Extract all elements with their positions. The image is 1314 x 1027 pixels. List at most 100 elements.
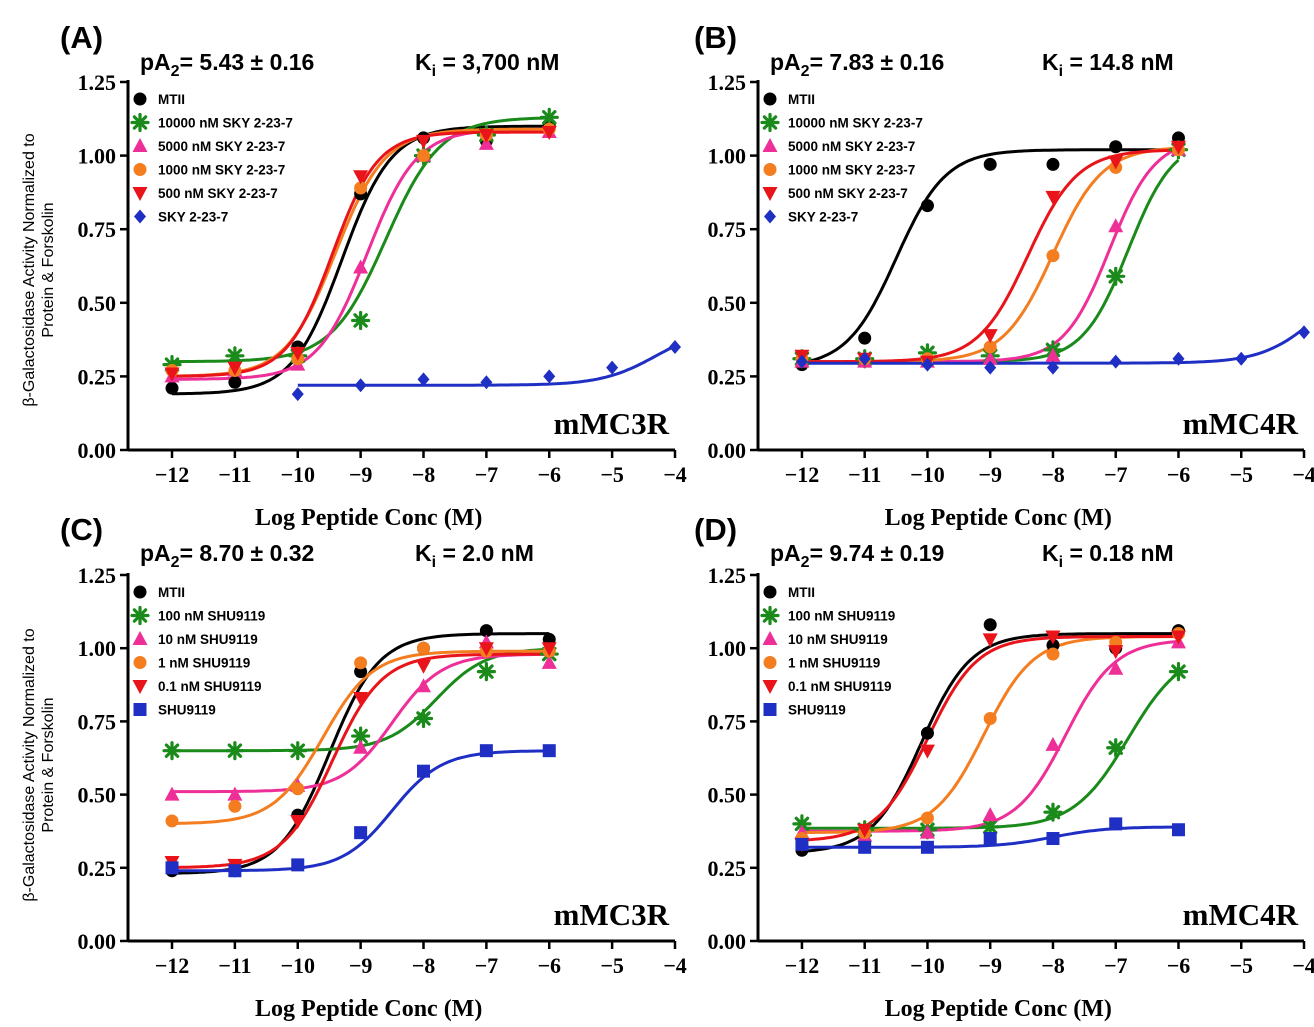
- x-tick-label: −11: [848, 462, 881, 487]
- data-point-stroke: [982, 819, 998, 835]
- legend-marker: [763, 92, 777, 106]
- receptor-label: mMC3R: [554, 897, 670, 932]
- data-point-stroke: [1108, 740, 1123, 756]
- data-point: [982, 329, 998, 344]
- legend-marker: [132, 631, 148, 645]
- y-tick-label: 0.00: [78, 438, 117, 463]
- legend-marker-stroke: [762, 608, 778, 623]
- legend-marker: [762, 187, 778, 201]
- y-tick-label: 0.75: [78, 709, 117, 734]
- data-point: [1106, 266, 1126, 286]
- x-tick-label: −7: [1104, 953, 1128, 978]
- legend-marker: [760, 605, 780, 626]
- data-point: [417, 641, 431, 655]
- data-point: [476, 662, 496, 682]
- y-tick-label: 0.25: [708, 364, 747, 389]
- x-tick-label: −6: [1167, 953, 1191, 978]
- chart-panel: (C) pA2= 8.70 ± 0.32 Ki = 2.0 nM 0.00 0.25 0.…: [60, 512, 687, 1022]
- data-point: [291, 782, 305, 796]
- data-point: [225, 346, 245, 366]
- x-tick-label: −12: [785, 953, 820, 978]
- data-point: [541, 654, 557, 669]
- y-axis-title-line1: β-Galactosidase Activity Normalized to: [21, 628, 38, 901]
- data-point: [227, 361, 243, 376]
- y-tick-label: 1.25: [78, 563, 117, 588]
- ki-number: = 2.0 nM: [436, 540, 534, 566]
- data-point: [228, 375, 242, 389]
- ki-value: Ki = 3,700 nM: [415, 49, 559, 80]
- receptor-label: mMC4R: [1183, 406, 1299, 441]
- legend-marker: [763, 585, 777, 599]
- data-point: [479, 624, 493, 638]
- x-tick-label: −8: [1041, 462, 1065, 487]
- data-point: [1168, 662, 1189, 682]
- data-point: [920, 726, 934, 740]
- data-point: [1045, 190, 1061, 205]
- pa2-label: pA: [770, 49, 801, 75]
- legend-marker: [763, 703, 777, 716]
- data-point: [1172, 351, 1185, 366]
- legend-entry: 1000 nM SKY 2-23-7: [158, 163, 285, 178]
- data-point: [541, 126, 557, 141]
- pa2-label: pA: [140, 540, 171, 566]
- data-point: [541, 642, 557, 657]
- data-point-stroke: [479, 664, 494, 679]
- legend-marker: [134, 209, 146, 224]
- pa2-value: pA2= 8.70 ± 0.32: [140, 540, 314, 571]
- y-tick-label: 1.25: [708, 70, 747, 95]
- legend-entry: 10 nM SHU9119: [788, 632, 888, 647]
- pa2-number: = 7.83 ± 0.16: [810, 49, 945, 75]
- data-point: [1298, 325, 1310, 340]
- x-tick-label: −8: [412, 462, 436, 487]
- x-tick-label: −11: [218, 462, 251, 487]
- legend-marker: [132, 187, 148, 201]
- legend-entry: SKY 2-23-7: [158, 210, 228, 225]
- data-point: [539, 107, 559, 127]
- legend-entry: 5000 nM SKY 2-23-7: [788, 139, 915, 154]
- data-point: [351, 726, 371, 746]
- x-tick-label: −7: [475, 462, 499, 487]
- pa2-subscript: 2: [801, 63, 810, 80]
- x-tick-label: −6: [537, 462, 561, 487]
- data-point: [1106, 738, 1126, 758]
- data-point: [1170, 140, 1186, 155]
- y-tick-label: 1.25: [78, 70, 117, 95]
- legend-entry: 0.1 nM SHU9119: [788, 679, 892, 694]
- x-tick-label: −7: [1104, 462, 1128, 487]
- x-tick-label: −4: [663, 953, 687, 978]
- x-axis-title: Log Peptide Conc (M): [885, 996, 1112, 1022]
- legend-marker: [132, 138, 148, 152]
- data-point: [921, 357, 934, 372]
- y-tick-label: 0.00: [78, 929, 117, 954]
- data-point: [413, 708, 434, 729]
- data-point-stroke: [541, 110, 557, 125]
- y-tick-label: 0.25: [78, 364, 117, 389]
- legend-entry: MTII: [788, 92, 815, 107]
- data-point: [920, 199, 934, 213]
- pa2-value: pA2= 9.74 ± 0.19: [770, 540, 944, 571]
- x-tick-label: −9: [978, 462, 1002, 487]
- data-point: [1045, 736, 1061, 751]
- legend-entry: 10000 nM SKY 2-23-7: [158, 116, 293, 131]
- data-point: [478, 128, 494, 143]
- panel-label: (A): [60, 20, 103, 55]
- data-point: [165, 814, 179, 828]
- data-point: [164, 786, 180, 801]
- legend-entry: 500 nM SKY 2-23-7: [158, 186, 278, 201]
- data-point: [1043, 802, 1063, 822]
- x-axis-title: Log Peptide Conc (M): [255, 996, 482, 1022]
- data-point-stroke: [227, 743, 243, 758]
- x-tick-label: −7: [475, 953, 499, 978]
- legend-entry: MTII: [788, 585, 815, 600]
- data-point-stroke: [164, 743, 180, 758]
- ki-number: = 3,700 nM: [436, 49, 559, 75]
- data-point: [290, 346, 306, 361]
- data-point: [227, 786, 243, 801]
- data-point: [983, 618, 997, 632]
- y-tick-label: 1.00: [78, 636, 117, 661]
- data-point-stroke: [416, 711, 431, 726]
- data-point: [416, 134, 432, 149]
- y-axis-title-top: β-Galactosidase Activity Normalized to P…: [21, 133, 57, 406]
- x-tick-label: −4: [663, 462, 687, 487]
